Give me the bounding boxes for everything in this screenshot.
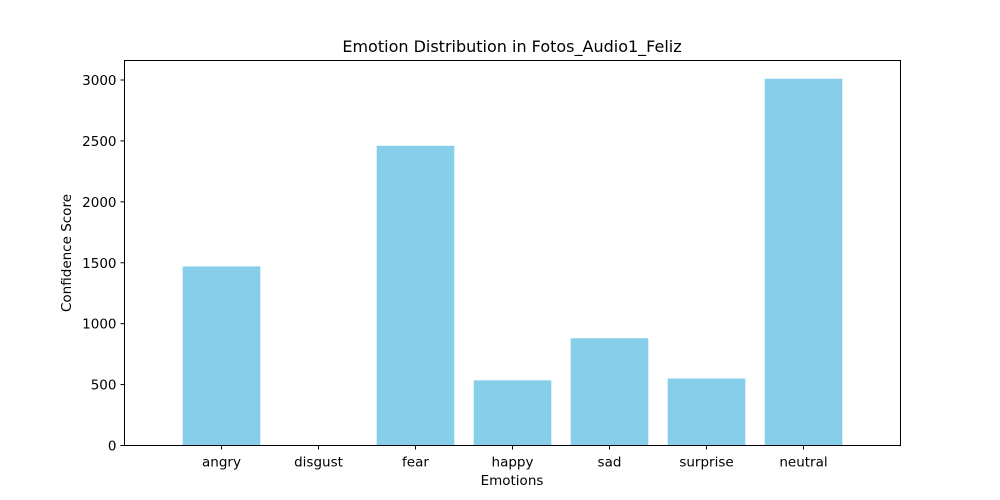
y-axis-ticks: 0 500 1000 1500 2000 2500 3000 [82, 73, 125, 455]
bar-fear [376, 145, 455, 446]
y-tick-label: 2500 [82, 134, 116, 150]
y-tick-label: 0 [108, 439, 117, 455]
x-tick-label: happy [492, 455, 534, 471]
x-tick-label: fear [402, 455, 429, 471]
bar-sad [570, 338, 649, 446]
y-tick-label: 2000 [82, 195, 116, 211]
bars-group [182, 78, 843, 446]
x-tick-label: neutral [779, 455, 827, 471]
plot-frame [124, 60, 901, 446]
y-tick-label: 3000 [82, 73, 116, 89]
x-tick-label: sad [598, 455, 622, 471]
x-axis-ticks: angry disgust fear happy sad surprise neutral [202, 445, 828, 471]
chart-title: Emotion Distribution in Fotos_Audio1_Fel… [342, 37, 681, 57]
x-tick-label: surprise [679, 455, 733, 471]
y-axis-label: Confidence Score [59, 194, 75, 312]
x-tick-label: disgust [294, 455, 343, 471]
y-tick-label: 1500 [82, 256, 116, 272]
y-tick-label: 500 [91, 378, 117, 394]
bar-neutral [764, 78, 843, 446]
y-tick-label: 1000 [82, 317, 116, 333]
x-tick-label: angry [202, 455, 241, 471]
x-axis-label: Emotions [481, 473, 544, 489]
bar-angry [182, 266, 261, 446]
bar-happy [473, 380, 552, 446]
bar-surprise [667, 378, 746, 446]
